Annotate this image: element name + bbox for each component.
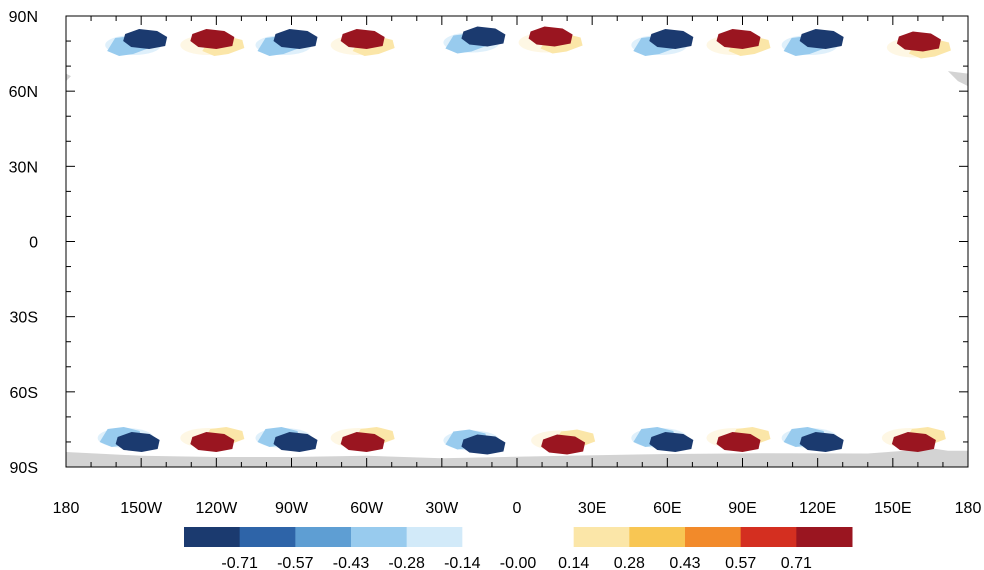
anomaly-core-lobe	[190, 431, 235, 452]
colorbar-label: -0.57	[277, 555, 314, 570]
south-anomaly-positive-9	[881, 426, 946, 452]
north-anomaly-positive-3	[330, 29, 395, 57]
colorbar-segment	[295, 527, 352, 547]
lon-label: 150W	[120, 500, 163, 517]
lon-label: 60W	[350, 500, 384, 517]
colorbar-label: -0.71	[221, 555, 258, 570]
anomaly-core-lobe	[649, 431, 694, 452]
colorbar-segment	[573, 527, 630, 547]
colorbar-segment	[685, 527, 742, 547]
south-anomaly-negative-0	[97, 426, 160, 452]
arctic-land-east	[947, 71, 968, 87]
lon-label: 180	[53, 500, 80, 517]
latitude-labels: 90N 60N 30N 0 30S 60S 90S	[9, 9, 38, 477]
anomaly-core-lobe	[716, 431, 761, 452]
anomaly-core-lobe	[461, 26, 506, 47]
plot-area	[65, 15, 969, 468]
south-anomaly-positive-5	[531, 429, 596, 455]
anomaly-core-lobe	[528, 26, 573, 47]
anomaly-core-lobe	[115, 431, 160, 452]
colorbar-segment	[462, 527, 519, 547]
anomaly-core-lobe	[541, 434, 586, 455]
south-anomaly-positive-1	[180, 426, 245, 452]
colorbar-segment	[629, 527, 686, 547]
lat-label: 0	[29, 235, 38, 252]
lat-label: 90S	[10, 460, 38, 477]
colorbar-segment	[796, 527, 853, 547]
south-anomaly-negative-4	[443, 429, 506, 455]
lon-label: 120W	[195, 500, 238, 517]
map-background	[66, 16, 968, 467]
lon-label: 90W	[275, 500, 309, 517]
colorbar-label: 0.57	[725, 555, 756, 570]
north-anomaly-positive-1	[180, 29, 245, 57]
anomaly-core-lobe	[340, 29, 385, 50]
lon-label: 90E	[728, 500, 756, 517]
colorbar-segment	[351, 527, 408, 547]
north-anomaly-negative-0	[105, 29, 168, 57]
colorbar-label: -0.00	[500, 555, 537, 570]
anomaly-layer	[97, 26, 951, 455]
south-anomaly-positive-3	[330, 426, 395, 452]
lat-label: 30N	[9, 159, 38, 176]
colorbar-segment	[239, 527, 296, 547]
south-anomaly-positive-7	[706, 426, 771, 452]
anomaly-core-lobe	[716, 29, 761, 50]
colorbar-segment	[184, 527, 241, 547]
north-anomaly-positive-9	[886, 31, 951, 59]
lon-label: 30W	[425, 500, 459, 517]
colorbar: -0.71 -0.57 -0.43 -0.28 -0.14 -0.00 0.14 0.28 0.…	[184, 527, 853, 570]
anomaly-core-lobe	[461, 434, 506, 455]
north-anomaly-negative-8	[781, 29, 844, 57]
colorbar-label: 0.43	[669, 555, 700, 570]
colorbar-segment	[406, 527, 463, 547]
colorbar-label: -0.28	[388, 555, 425, 570]
anomaly-core-lobe	[190, 29, 235, 50]
colorbar-segment	[518, 527, 575, 547]
anomaly-core-lobe	[649, 29, 694, 50]
north-anomaly-positive-7	[706, 29, 771, 57]
lon-label: 120E	[799, 500, 836, 517]
south-anomaly-negative-6	[631, 426, 694, 452]
lat-label: 30S	[10, 310, 38, 327]
lon-label: 0	[513, 500, 522, 517]
north-anomaly-negative-2	[255, 29, 318, 57]
south-anomaly-negative-2	[255, 426, 318, 452]
colorbar-label: -0.14	[444, 555, 481, 570]
anomaly-core-lobe	[273, 29, 318, 50]
colorbar-label: 0.14	[558, 555, 589, 570]
lat-label: 60N	[9, 84, 38, 101]
lat-label: 90N	[9, 9, 38, 26]
north-anomaly-negative-4	[443, 26, 506, 54]
north-anomaly-positive-5	[518, 26, 583, 54]
colorbar-label: 0.71	[781, 555, 812, 570]
anomaly-core-lobe	[799, 29, 844, 50]
anomaly-core-lobe	[896, 31, 941, 52]
lon-label: 30E	[578, 500, 606, 517]
colorbar-segment	[740, 527, 797, 547]
longitude-labels: 180 150W 120W 90W 60W 30W 0 30E 60E 90E 120E 150E 18…	[53, 500, 982, 517]
tick-marks	[65, 15, 969, 468]
colorbar-label: 0.28	[614, 555, 645, 570]
north-anomaly-negative-6	[631, 29, 694, 57]
lon-label: 60E	[653, 500, 681, 517]
anomaly-core-lobe	[799, 431, 844, 452]
lon-label: 150E	[874, 500, 911, 517]
lon-label: 180	[955, 500, 982, 517]
anomaly-core-lobe	[273, 431, 318, 452]
arctic-land-west	[66, 73, 72, 82]
lat-label: 60S	[10, 385, 38, 402]
colorbar-label: -0.43	[333, 555, 370, 570]
anomaly-core-lobe	[891, 431, 936, 452]
south-anomaly-negative-8	[781, 426, 844, 452]
anomaly-core-lobe	[340, 431, 385, 452]
anomaly-core-lobe	[123, 29, 168, 50]
